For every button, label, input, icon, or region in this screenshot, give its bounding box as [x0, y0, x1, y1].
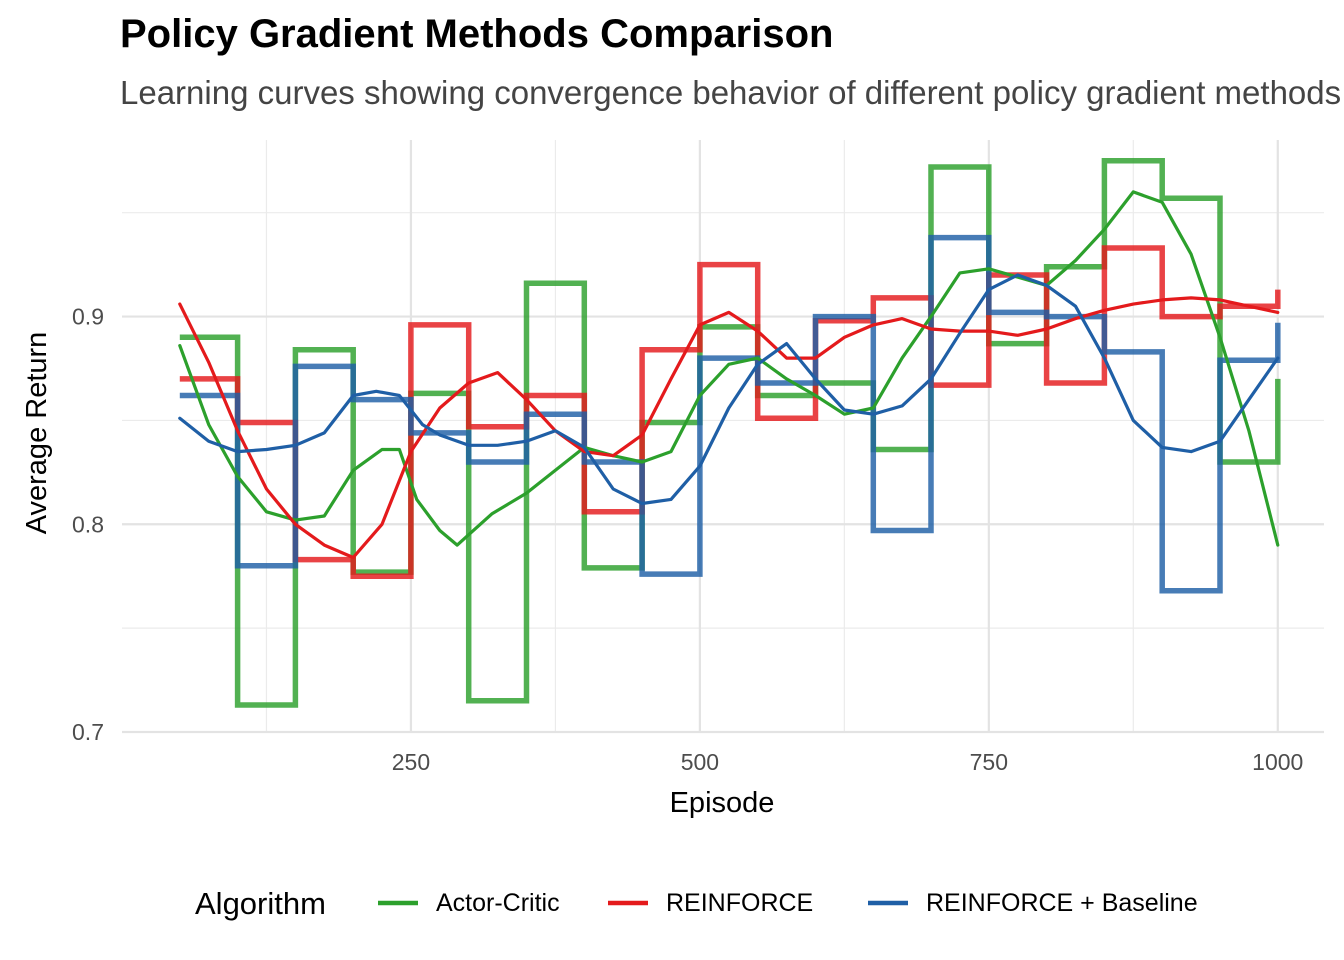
y-tick-label: 0.8 [72, 511, 104, 537]
smooth-line-reinforce-baseline [178, 273, 1280, 506]
step-line-actor-critic [179, 158, 1281, 708]
legend-label: REINFORCE [666, 889, 813, 917]
major-grid [122, 140, 1324, 734]
chart-title: Policy Gradient Methods Comparison [120, 12, 834, 56]
y-axis-ticks: 0.7 0.8 0.9 [72, 304, 104, 745]
x-tick-label: 1000 [1252, 749, 1303, 775]
y-axis-title: Average Return [21, 332, 53, 535]
x-tick-label: 250 [392, 749, 430, 775]
chart-subtitle: Learning curves showing convergence beha… [120, 74, 1342, 111]
y-tick-label: 0.7 [72, 719, 104, 745]
step-line-reinforce-baseline [179, 234, 1281, 594]
legend-title: Algorithm [195, 886, 326, 921]
smooth-line-reinforce [178, 296, 1280, 560]
x-axis-ticks: 250 500 750 1000 [392, 749, 1304, 775]
x-tick-label: 750 [970, 749, 1008, 775]
legend-label: Actor-Critic [436, 889, 560, 917]
y-tick-label: 0.9 [72, 304, 104, 330]
step-line-reinforce [179, 245, 1281, 579]
legend-label: REINFORCE + Baseline [926, 889, 1198, 917]
legend: Algorithm Actor-Critic REINFORCE REINFORCE… [195, 886, 1198, 921]
x-axis-title: Episode [670, 787, 775, 819]
smooth-series-group [178, 190, 1280, 560]
step-series-group [179, 158, 1281, 708]
smooth-line-actor-critic [178, 190, 1280, 547]
x-tick-label: 500 [681, 749, 719, 775]
minor-grid [122, 140, 1324, 732]
